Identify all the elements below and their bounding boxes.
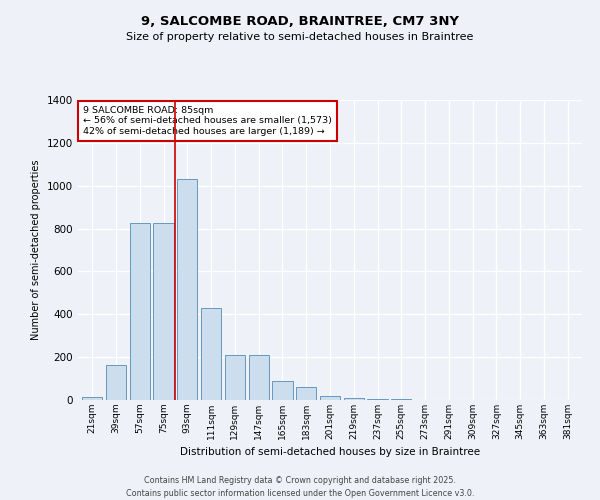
Text: 9 SALCOMBE ROAD: 85sqm
← 56% of semi-detached houses are smaller (1,573)
42% of : 9 SALCOMBE ROAD: 85sqm ← 56% of semi-det…: [83, 106, 332, 136]
Bar: [391, 399, 412, 400]
Bar: [296, 387, 316, 400]
Bar: [154, 223, 173, 400]
Bar: [177, 180, 197, 400]
Bar: [248, 355, 269, 400]
Bar: [225, 355, 245, 400]
Bar: [82, 397, 103, 400]
Bar: [201, 308, 221, 400]
Text: Size of property relative to semi-detached houses in Braintree: Size of property relative to semi-detach…: [127, 32, 473, 42]
Bar: [344, 398, 364, 400]
Bar: [272, 380, 293, 400]
Text: 9, SALCOMBE ROAD, BRAINTREE, CM7 3NY: 9, SALCOMBE ROAD, BRAINTREE, CM7 3NY: [141, 15, 459, 28]
Bar: [367, 399, 388, 400]
Text: Contains HM Land Registry data © Crown copyright and database right 2025.
Contai: Contains HM Land Registry data © Crown c…: [126, 476, 474, 498]
Bar: [106, 364, 126, 400]
X-axis label: Distribution of semi-detached houses by size in Braintree: Distribution of semi-detached houses by …: [180, 448, 480, 458]
Bar: [130, 223, 150, 400]
Bar: [320, 396, 340, 400]
Y-axis label: Number of semi-detached properties: Number of semi-detached properties: [31, 160, 41, 340]
